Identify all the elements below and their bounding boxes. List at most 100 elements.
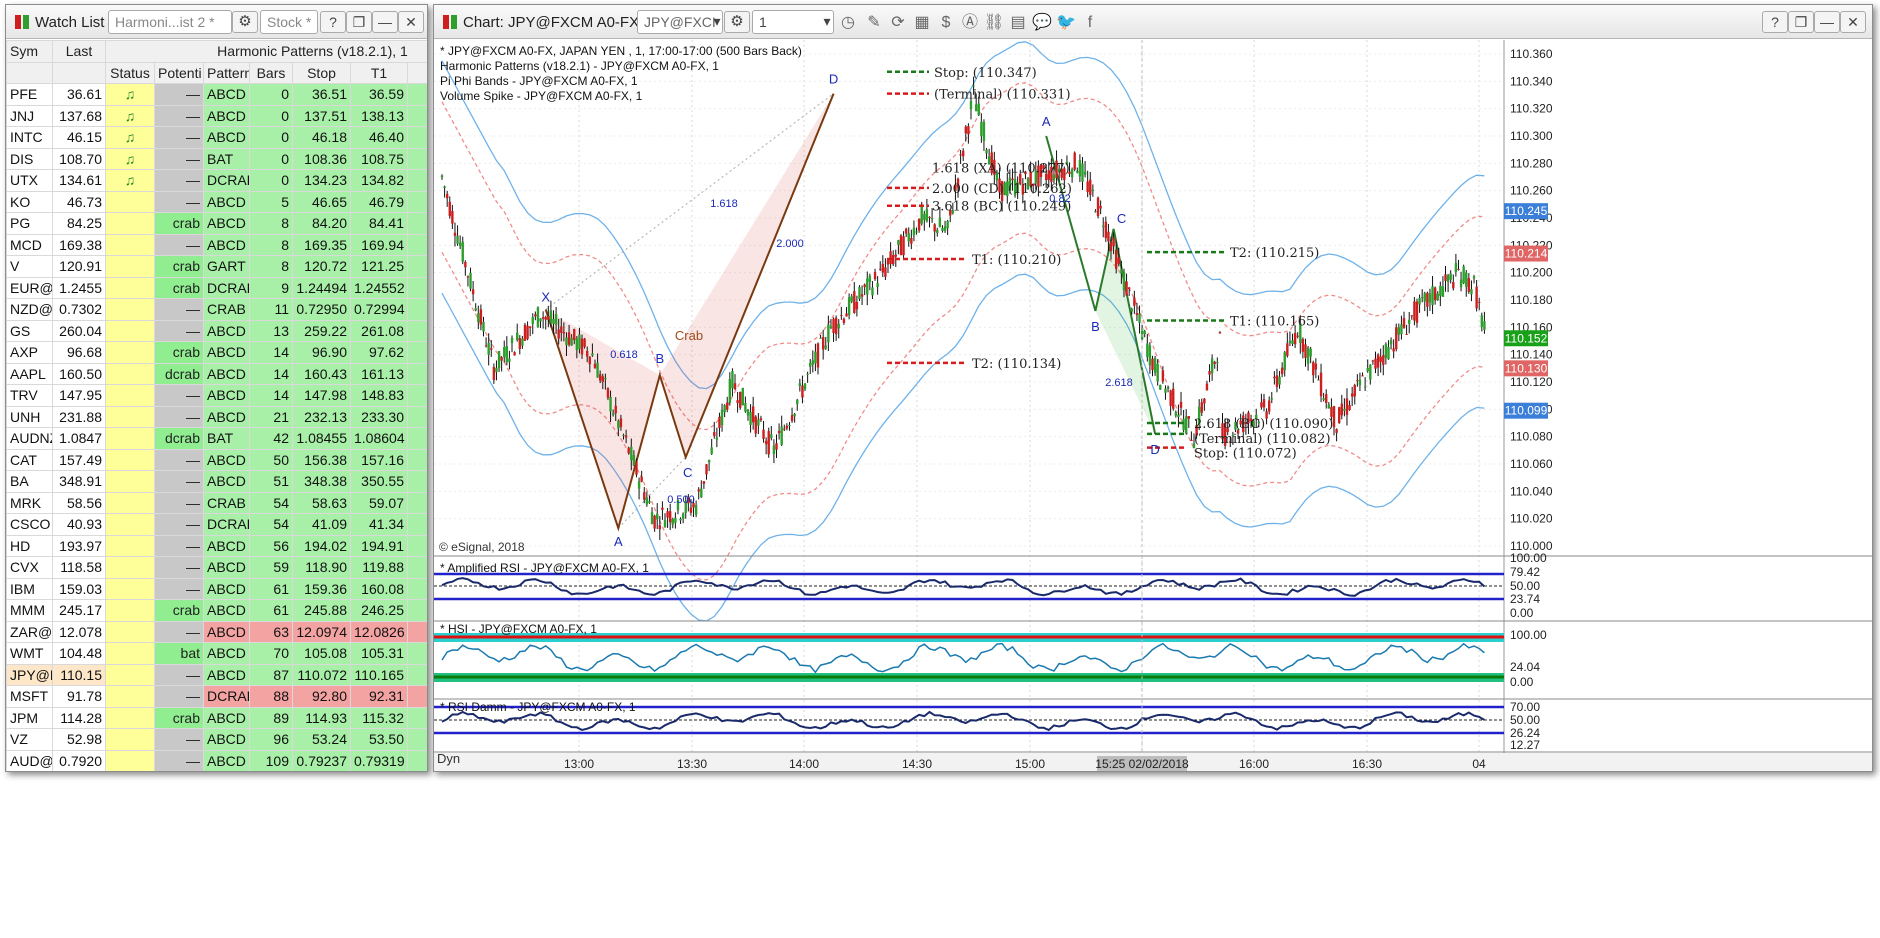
chart-help-icon[interactable]: ?	[1762, 11, 1788, 33]
cell-sym: WMT	[6, 642, 53, 665]
gear-icon[interactable]: ⚙	[232, 11, 258, 33]
column-header-status[interactable]: Status	[105, 61, 155, 84]
cell-pat: ABCD	[203, 556, 250, 579]
chat-icon[interactable]: 💬	[1032, 14, 1052, 31]
chart-minimize-icon[interactable]: —	[1814, 11, 1840, 33]
cell-stop: 160.43	[292, 362, 351, 385]
chart-gear-icon[interactable]: ⚙	[724, 11, 750, 33]
level-label-t2a: T2: (110.134)	[972, 357, 1061, 372]
column-header-t1[interactable]: T1	[350, 61, 408, 84]
clock-icon[interactable]: ◷	[841, 14, 855, 31]
price-chart[interactable]: 110.360 110.340 110.320 110.300 110.280 110.2…	[434, 40, 1873, 772]
draw-tools-icon[interactable]: ⟳	[891, 14, 905, 31]
minimize-icon[interactable]: —	[372, 11, 398, 33]
candle-body	[508, 358, 511, 362]
column-header-pattern[interactable]: Pattern	[203, 61, 250, 84]
candle-body	[866, 278, 869, 295]
candle-body	[1454, 262, 1458, 272]
column-header-stop[interactable]: Stop	[292, 61, 351, 84]
table-row[interactable]: AUDNZ1.0847 dcrabBAT421.084551.086041.086…	[6, 427, 427, 450]
candle-body	[930, 217, 934, 220]
level-label-term1: (Terminal) (110.331)	[934, 88, 1071, 103]
close-icon[interactable]: ✕	[398, 11, 424, 33]
pencil-icon[interactable]: ✎	[867, 14, 881, 31]
candle-body	[876, 283, 879, 287]
candle-body	[1151, 358, 1154, 370]
candle-body	[544, 317, 547, 320]
candle-body	[718, 416, 721, 429]
alert-icon[interactable]: Ⓐ	[961, 14, 978, 31]
cell-t2: 135.08	[407, 169, 427, 192]
chart-legend: * JPY@FXCM A0-FX, JAPAN YEN , 1, 17:00-1…	[440, 44, 802, 104]
news-icon[interactable]: ▤	[1010, 14, 1026, 31]
table-row[interactable]: XOM84.53 —BAT12184.2984.0083.89	[7, 772, 429, 773]
candle-body	[1247, 412, 1250, 424]
candle-body	[941, 227, 944, 231]
column-header-bars[interactable]: Bars	[249, 61, 293, 84]
symbol-input[interactable]: Stock *	[260, 10, 318, 34]
candle-body	[448, 201, 451, 217]
column-header-t2[interactable]: T2	[407, 61, 427, 84]
candle-body	[650, 512, 654, 525]
candle-body	[541, 317, 545, 319]
chart-symbol-select[interactable]: JPY@FXCI	[637, 10, 723, 34]
chart-restore-icon[interactable]: ❐	[1788, 11, 1814, 33]
restore-icon[interactable]: ❐	[346, 11, 372, 33]
link-icon[interactable]: ⛓	[984, 14, 1005, 31]
header-sym[interactable]: Sym	[6, 40, 53, 63]
help-icon[interactable]: ?	[320, 11, 346, 33]
chart-titlebar[interactable]: Chart: JPY@FXCM A0-FX, 1 JPY@FXCI ▾ ⚙ 1 …	[434, 5, 1872, 39]
twitter-icon[interactable]: 🐦	[1056, 14, 1076, 31]
facebook-icon[interactable]: f	[1087, 14, 1093, 31]
header-study[interactable]: Harmonic Patterns (v18.2.1), 1	[105, 40, 427, 63]
dollar-icon[interactable]: $	[941, 14, 951, 31]
chart-type-icon[interactable]: ▦	[914, 14, 930, 31]
candle-body	[1319, 372, 1323, 397]
table-row[interactable]: EUR@1.2455 crabDCRAE91.244941.245521.2457…	[6, 276, 427, 299]
column-header-potenti[interactable]: Potenti	[154, 61, 204, 84]
chart-close-icon[interactable]: ✕	[1840, 11, 1866, 33]
candle-body	[570, 337, 573, 346]
price-tag-label: 110.152	[1505, 331, 1548, 345]
header-last[interactable]: Last	[52, 40, 106, 63]
watchlist-titlebar[interactable]: Watch List Harmoni...ist 2 * ⚙ Stock * ?…	[6, 5, 427, 39]
dyn-button[interactable]: Dyn	[437, 751, 461, 766]
interval-chevron-icon[interactable]: ▾	[823, 13, 831, 29]
candle-body	[458, 242, 462, 246]
chevron-down-icon[interactable]: ▾	[713, 13, 721, 29]
candle-body	[987, 156, 991, 165]
chart-interval-select[interactable]: 1	[752, 10, 834, 34]
watchlist-list-select[interactable]: Harmoni...ist 2 *	[108, 10, 232, 34]
cell-bars: 121	[250, 772, 293, 773]
